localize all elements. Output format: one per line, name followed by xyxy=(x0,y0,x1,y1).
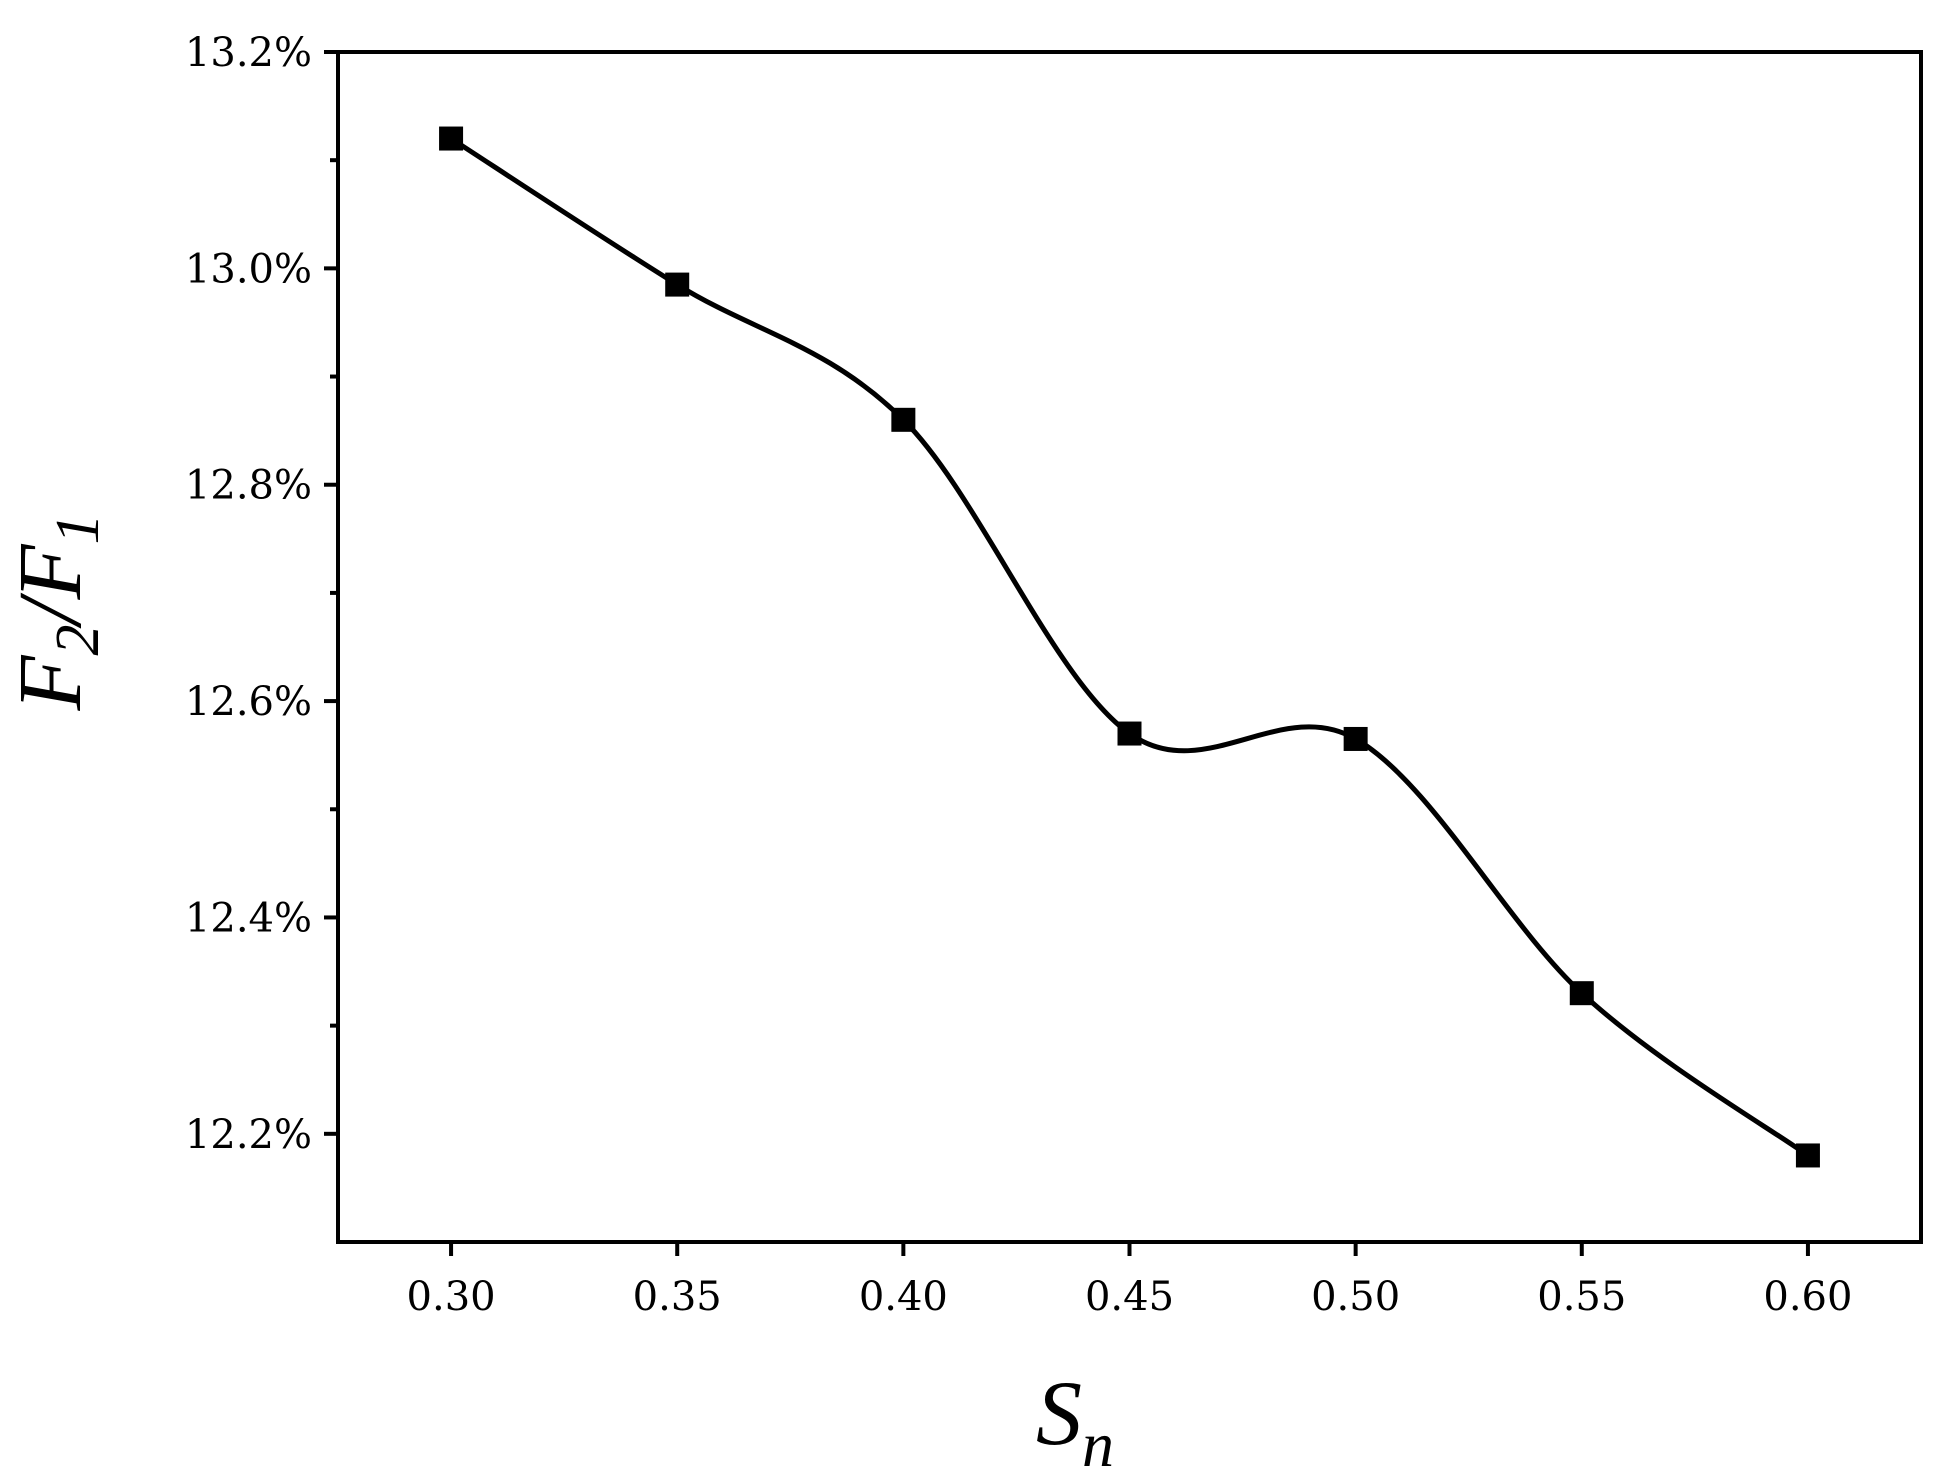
x-tick-label: 0.45 xyxy=(1085,1274,1174,1320)
data-point xyxy=(1343,726,1368,751)
data-point xyxy=(891,407,916,432)
plot-frame xyxy=(336,50,1923,1244)
x-tick-label: 0.55 xyxy=(1537,1274,1626,1320)
x-axis-title: Sn xyxy=(1036,1362,1114,1480)
x-tick-label: 0.35 xyxy=(633,1274,722,1320)
y-tick-label: 13.2% xyxy=(185,30,312,76)
y-axis-title: F2/F1 xyxy=(1,514,112,712)
x-tick-label: 0.50 xyxy=(1311,1274,1400,1320)
y-tick-label: 13.0% xyxy=(185,246,312,292)
y-tick-labels: 12.2% 12.4% 12.6% 12.8% 13.0% 13.2% xyxy=(185,30,312,1158)
series-markers xyxy=(439,126,1820,1168)
y-tick-label: 12.2% xyxy=(185,1112,312,1158)
x-tick-label: 0.60 xyxy=(1763,1274,1852,1320)
axis-ticks xyxy=(324,50,1810,1256)
y-axis-title-main-2: F xyxy=(1,543,100,600)
data-point xyxy=(1795,1143,1820,1168)
data-point xyxy=(439,126,464,151)
y-tick-label: 12.8% xyxy=(185,463,312,509)
data-point xyxy=(665,272,690,297)
y-tick-label: 12.6% xyxy=(185,679,312,725)
data-point xyxy=(1117,721,1142,746)
series-line xyxy=(449,136,1810,1158)
y-axis-title-main-1: F xyxy=(1,654,100,711)
x-axis-title-main: S xyxy=(1036,1362,1082,1464)
y-tick-label: 12.4% xyxy=(185,895,312,941)
x-axis-title-sub: n xyxy=(1082,1409,1114,1480)
x-tick-labels: 0.30 0.35 0.40 0.45 0.50 0.55 0.60 xyxy=(407,1274,1853,1320)
y-axis-title-sub-2: 1 xyxy=(44,514,112,545)
y-axis-title-sub-1: 2 xyxy=(44,625,112,656)
x-tick-label: 0.40 xyxy=(859,1274,948,1320)
x-tick-label: 0.30 xyxy=(407,1274,496,1320)
data-point xyxy=(1569,981,1594,1006)
